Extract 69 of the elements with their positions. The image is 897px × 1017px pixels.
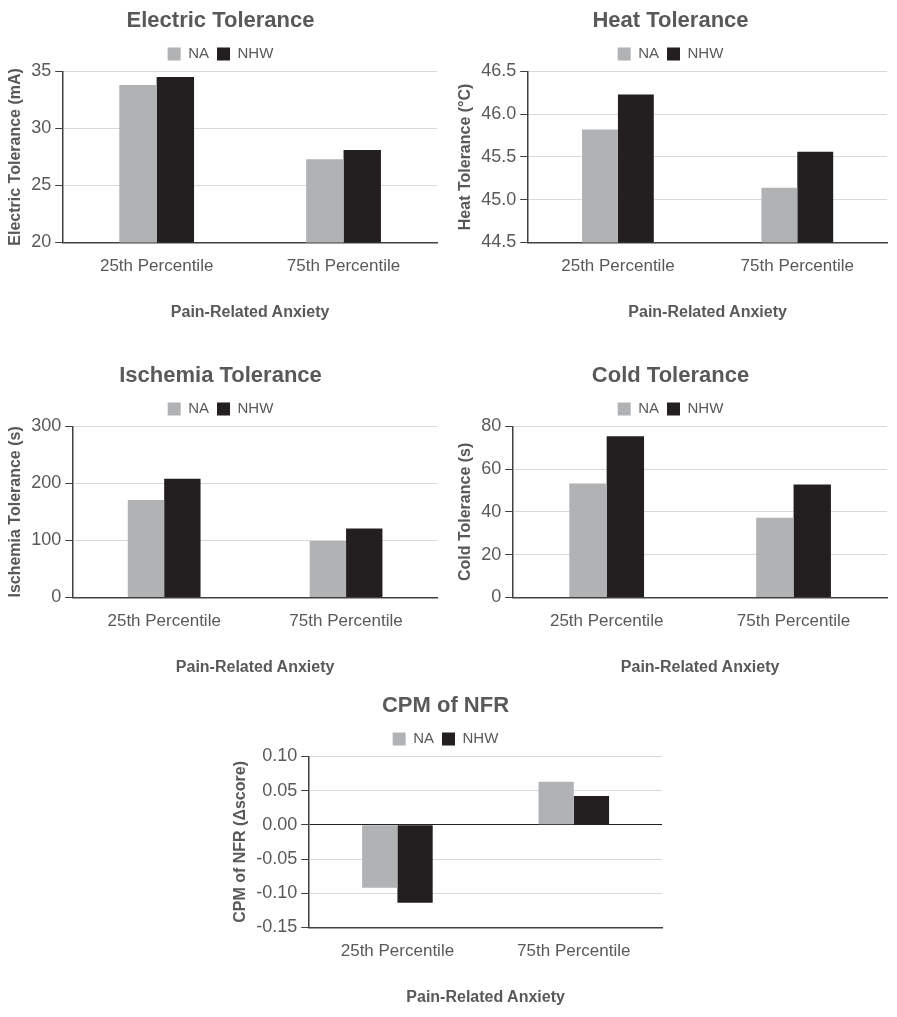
x-axis-title: Pain-Related Anxiety [406, 987, 565, 1005]
x-tick-label: 75th Percentile [740, 256, 855, 276]
y-tick-label: 35 [31, 60, 52, 81]
bar [538, 781, 574, 825]
y-tick-label: 25 [31, 174, 52, 195]
x-tick-label: 25th Percentile [340, 941, 455, 961]
legend-label: NHW [237, 44, 275, 62]
legend-label: NA [638, 399, 660, 417]
y-tick-label: -0.05 [256, 847, 298, 868]
y-axis-title: Cold Tolerance (s) [456, 442, 474, 582]
y-tick-label: 44.5 [481, 231, 517, 252]
y-tick-label: 300 [31, 415, 62, 436]
x-axis-title: Pain-Related Anxiety [620, 657, 780, 675]
x-axis-title: Pain-Related Anxiety [628, 302, 787, 320]
y-axis-title: Heat Tolerance (°C) [456, 83, 474, 231]
chart-title: Heat Tolerance [592, 7, 749, 33]
x-tick-label: 75th Percentile [736, 611, 851, 631]
y-tick-label: 20 [31, 231, 52, 252]
bar [164, 478, 201, 597]
y-axis-title: Electric Tolerance (mA) [6, 68, 24, 246]
legend-label: NHW [687, 44, 725, 62]
chart-title: Ischemia Tolerance [119, 362, 322, 388]
legend-label: NA [638, 44, 660, 62]
y-tick-label: 100 [31, 529, 62, 550]
y-tick-label: 30 [31, 117, 52, 138]
y-tick-label: -0.15 [256, 916, 298, 937]
bar [309, 540, 347, 597]
bar [756, 517, 794, 597]
bar [346, 528, 383, 597]
legend-label: NA [413, 729, 435, 747]
y-tick-label: 0 [51, 586, 62, 607]
x-tick-label: 75th Percentile [517, 941, 631, 961]
x-tick-label: 25th Percentile [549, 611, 664, 631]
y-tick-label: 0.00 [262, 813, 298, 834]
y-tick-label: 46.5 [481, 60, 517, 81]
x-tick-label: 25th Percentile [99, 256, 214, 276]
bar [362, 825, 398, 888]
y-tick-label: 80 [481, 415, 502, 436]
x-tick-label: 75th Percentile [286, 256, 401, 276]
x-tick-label: 75th Percentile [289, 611, 403, 631]
bar [793, 484, 831, 597]
x-tick-label: 25th Percentile [561, 256, 675, 276]
y-tick-label: 20 [481, 543, 502, 564]
y-tick-label: 46.0 [481, 103, 517, 124]
x-axis-title: Pain-Related Anxiety [170, 302, 330, 320]
x-tick-label: 25th Percentile [107, 611, 221, 631]
bar [127, 499, 165, 597]
y-tick-label: 200 [31, 472, 62, 493]
chart-title: Electric Tolerance [126, 7, 315, 33]
x-axis-title: Pain-Related Anxiety [175, 657, 335, 675]
y-tick-label: 0.10 [262, 745, 298, 766]
y-axis-title: CPM of NFR (Δscore) [231, 761, 249, 923]
y-tick-label: 60 [481, 458, 502, 479]
legend-label: NHW [237, 399, 275, 417]
legend-label: NA [188, 44, 210, 62]
y-tick-label: 45.0 [481, 188, 517, 209]
bar [606, 436, 645, 597]
legend-label: NHW [462, 729, 500, 747]
chart-title: Cold Tolerance [591, 362, 750, 388]
y-tick-label: -0.10 [256, 882, 298, 903]
legend-label: NHW [687, 399, 725, 417]
legend-label: NA [188, 399, 210, 417]
y-tick-label: 40 [481, 500, 502, 521]
y-tick-label: 45.5 [481, 145, 517, 166]
chart-title: CPM of NFR [381, 692, 510, 718]
y-tick-label: 0 [491, 586, 502, 607]
y-axis-title: Ischemia Tolerance (s) [6, 426, 24, 598]
bar [569, 483, 607, 597]
y-tick-label: 0.05 [262, 779, 298, 800]
